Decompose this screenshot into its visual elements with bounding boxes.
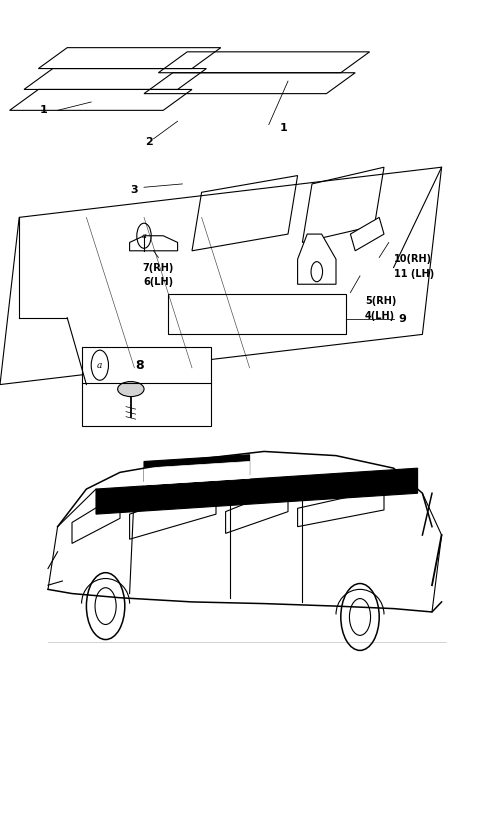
Text: 9: 9: [398, 314, 406, 324]
Text: 5(RH): 5(RH): [365, 296, 396, 306]
Text: 8: 8: [135, 359, 144, 372]
Polygon shape: [96, 468, 418, 514]
Polygon shape: [144, 455, 250, 482]
Text: 2: 2: [145, 137, 153, 147]
Ellipse shape: [118, 381, 144, 396]
Text: 11 (LH): 11 (LH): [394, 269, 434, 279]
Polygon shape: [130, 236, 178, 251]
Polygon shape: [144, 461, 250, 485]
Text: 10(RH): 10(RH): [394, 254, 432, 264]
FancyBboxPatch shape: [82, 347, 211, 426]
Text: 4(LH): 4(LH): [365, 311, 395, 321]
Text: a: a: [142, 232, 146, 240]
Text: 3: 3: [131, 185, 138, 195]
Text: 7(RH): 7(RH): [143, 263, 174, 273]
Text: a: a: [97, 360, 103, 370]
Polygon shape: [298, 234, 336, 284]
Polygon shape: [350, 217, 384, 251]
Text: 1: 1: [279, 123, 287, 133]
Text: 6(LH): 6(LH): [144, 277, 173, 287]
Text: 1: 1: [39, 105, 47, 115]
